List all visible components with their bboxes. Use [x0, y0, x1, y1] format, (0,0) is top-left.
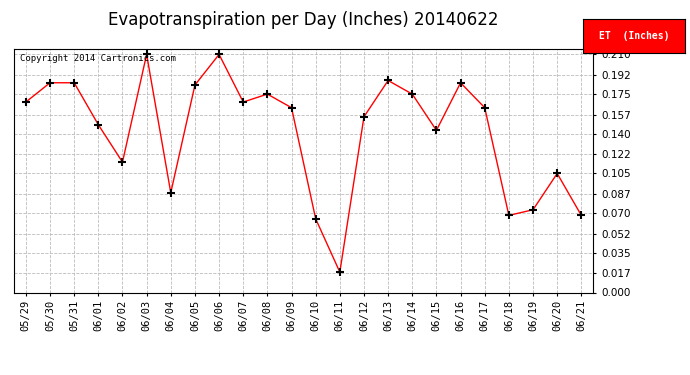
- Text: Copyright 2014 Cartronics.com: Copyright 2014 Cartronics.com: [19, 54, 175, 63]
- Text: ET  (Inches): ET (Inches): [599, 31, 669, 40]
- Text: Evapotranspiration per Day (Inches) 20140622: Evapotranspiration per Day (Inches) 2014…: [108, 11, 499, 29]
